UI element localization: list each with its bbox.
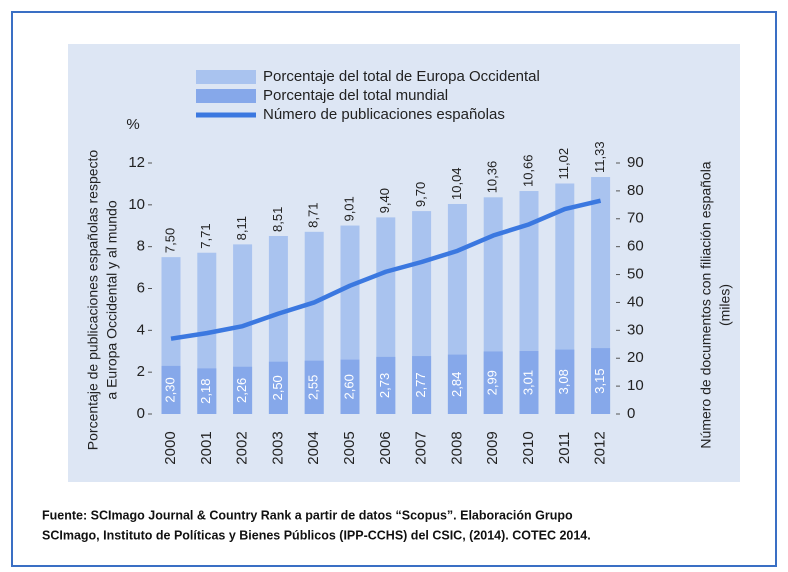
y2-axis-label: (miles) [717, 284, 733, 326]
y2-tick-label: 60 [627, 238, 644, 255]
frame [11, 11, 777, 567]
y2-tick-label: 50 [627, 266, 644, 283]
source-line: SCImago, Instituto de Políticas y Bienes… [42, 528, 591, 542]
y-tick-label: 10 [128, 196, 145, 213]
y2-tick-label: 80 [627, 182, 644, 199]
x-tick-label: 2008 [448, 431, 465, 464]
y-tick-label: 0 [137, 405, 145, 422]
data-label: 7,50 [162, 228, 177, 253]
x-tick-label: 2007 [413, 431, 430, 464]
legend-label: Número de publicaciones españolas [263, 106, 505, 123]
bar [412, 356, 432, 414]
y-axis-label: a Europa Occidental y al mundo [104, 200, 120, 399]
data-label: 8,71 [306, 203, 321, 228]
legend-swatch [196, 70, 256, 84]
data-label: 10,66 [520, 154, 535, 187]
bar [519, 351, 539, 414]
bar [161, 365, 181, 414]
bar [233, 366, 253, 414]
y-tick-label: 6 [137, 279, 145, 296]
bar [483, 351, 503, 414]
data-label: 2,50 [270, 375, 285, 400]
data-label: 3,01 [520, 370, 535, 395]
x-tick-label: 2002 [234, 431, 251, 464]
data-label: 8,51 [270, 207, 285, 232]
y-axis-label: Porcentaje de publicaciones españolas re… [85, 150, 101, 451]
y2-tick-label: 70 [627, 210, 644, 227]
y2-tick-label: 20 [627, 349, 644, 366]
x-tick-label: 2000 [162, 431, 179, 464]
data-label: 8,11 [234, 216, 249, 240]
data-label: 2,77 [413, 372, 428, 397]
y2-tick-label: 10 [627, 377, 644, 394]
data-label: 7,71 [198, 223, 213, 248]
data-label: 2,30 [162, 377, 177, 402]
bar [447, 354, 467, 414]
data-label: 10,36 [485, 161, 500, 194]
y2-tick-label: 0 [627, 405, 635, 422]
y-unit: % [126, 116, 139, 133]
y-tick-label: 8 [137, 238, 145, 255]
x-tick-label: 2011 [556, 432, 573, 464]
x-tick-label: 2012 [592, 431, 609, 464]
legend-label: Porcentaje del total de Europa Occidenta… [263, 68, 540, 85]
data-label: 9,01 [341, 196, 356, 221]
bar [268, 361, 288, 414]
y2-tick-label: 30 [627, 321, 644, 338]
bar [591, 348, 611, 414]
bar [555, 349, 575, 414]
x-tick-label: 2005 [341, 431, 358, 464]
x-tick-label: 2003 [269, 431, 286, 464]
bar [376, 356, 396, 414]
data-label: 9,70 [413, 182, 428, 207]
x-tick-label: 2004 [305, 431, 322, 464]
data-label: 2,55 [306, 375, 321, 400]
bar [340, 359, 360, 414]
data-label: 2,60 [341, 374, 356, 399]
x-tick-label: 2001 [198, 431, 215, 464]
bar [197, 368, 217, 414]
data-label: 2,84 [449, 372, 464, 397]
source-line: Fuente: SCImago Journal & Country Rank a… [42, 508, 573, 522]
y-tick-label: 2 [137, 363, 145, 380]
x-tick-label: 2010 [520, 431, 537, 464]
data-label: 3,08 [556, 369, 571, 394]
y2-tick-label: 40 [627, 293, 644, 310]
data-label: 2,73 [377, 373, 392, 398]
data-label: 2,99 [485, 370, 500, 395]
data-label: 2,18 [198, 379, 213, 404]
data-label: 2,26 [234, 378, 249, 403]
y2-tick-label: 90 [627, 154, 644, 171]
bar [304, 360, 324, 414]
legend-swatch [196, 89, 256, 103]
data-label: 3,15 [592, 368, 607, 393]
data-label: 11,33 [592, 141, 607, 173]
legend-label: Porcentaje del total mundial [263, 87, 448, 104]
y-tick-label: 4 [137, 321, 145, 338]
x-tick-label: 2009 [484, 431, 501, 464]
y2-axis-label: Número de documentos con filiación españ… [698, 161, 714, 448]
data-label: 10,04 [449, 167, 464, 200]
data-label: 11,02 [556, 148, 571, 180]
line [170, 198, 602, 341]
data-label: 9,40 [377, 188, 392, 213]
x-tick-label: 2006 [377, 431, 394, 464]
y-tick-label: 12 [128, 154, 145, 171]
